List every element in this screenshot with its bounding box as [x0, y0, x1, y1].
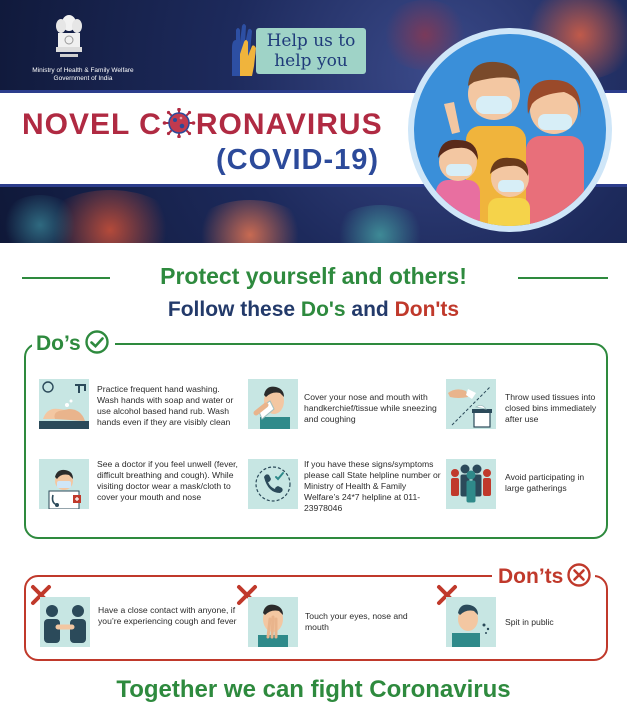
government-line: Government of India [53, 75, 113, 82]
protect-heading: Protect yourself and others! [160, 263, 467, 289]
do-avoid-gatherings-text: Avoid participating in large gatherings [505, 472, 585, 493]
follow-prefix: Follow these [167, 298, 301, 321]
help-line-2: help you [274, 51, 348, 71]
help-line-1: Help us to [266, 31, 356, 51]
title-part-1: NOVEL C [22, 108, 162, 141]
check-circle-icon [85, 330, 109, 354]
do-call-helpline-text: If you have these signs/symptoms please … [304, 459, 441, 513]
virus-bg-blob [190, 200, 310, 243]
donts-panel [24, 575, 608, 661]
virus-bg-blob [0, 195, 80, 243]
dont-spit-text: Spit in public [505, 617, 554, 627]
ministry-name: Ministry of Health & Family Welfare Gove… [18, 67, 148, 83]
divider [0, 90, 627, 93]
dos-label-text: Do’s [36, 332, 81, 355]
donts-heading: Don’ts [492, 563, 596, 589]
spit-icon [446, 597, 496, 647]
header-banner: Ministry of Health & Family Welfare Gove… [0, 0, 627, 243]
follow-heading: Follow these Do's and Don'ts [0, 298, 627, 322]
follow-dos-word: Do's [300, 298, 346, 321]
title-part-2: RONAVIRUS [195, 108, 383, 141]
raised-hands-icon [232, 24, 258, 76]
phone-helpline-icon [248, 459, 298, 509]
doctor-icon [39, 459, 89, 509]
dont-close-contact-text: Have a close contact with anyone, if you… [98, 605, 237, 626]
ministry-line: Ministry of Health & Family Welfare [32, 67, 134, 74]
x-circle-icon [567, 563, 592, 587]
handshake-icon [40, 597, 90, 647]
family-with-masks-illustration [408, 28, 612, 232]
tissue-bin-icon [446, 379, 496, 429]
title-novel-coronavirus: NOVEL C RONAVIRUS [22, 108, 383, 142]
do-see-doctor-text: See a doctor if you feel unwell (fever, … [97, 459, 238, 502]
title-covid-19: (COVID-19) [216, 144, 380, 176]
coronavirus-icon [162, 108, 196, 138]
touch-face-icon [248, 597, 298, 647]
donts-label-text: Don’ts [498, 565, 564, 588]
hand-washing-icon [39, 379, 89, 429]
national-emblem-icon [56, 15, 82, 57]
virus-bg-blob [330, 205, 430, 243]
do-cover-cough-text: Cover your nose and mouth with handkerch… [304, 392, 437, 424]
dos-panel [24, 343, 608, 539]
protect-heading-row: Protect yourself and others! [0, 263, 627, 293]
dont-touch-face-text: Touch your eyes, nose and mouth [305, 611, 408, 632]
do-hand-washing-text: Practice frequent hand washing. Wash han… [97, 384, 234, 427]
crowd-icon [446, 459, 496, 509]
divider [518, 277, 608, 279]
help-us-badge: Help us to help you [256, 28, 366, 74]
do-tissue-bin-text: Throw used tissues into closed bins imme… [505, 392, 597, 424]
divider [0, 184, 627, 187]
dos-heading: Do’s [32, 330, 115, 356]
cover-cough-icon [248, 379, 298, 429]
follow-and: and [345, 298, 395, 321]
divider [22, 277, 110, 279]
follow-donts-word: Don'ts [394, 298, 460, 321]
family-icon [436, 61, 584, 226]
footer-slogan: Together we can fight Coronavirus [116, 676, 511, 703]
